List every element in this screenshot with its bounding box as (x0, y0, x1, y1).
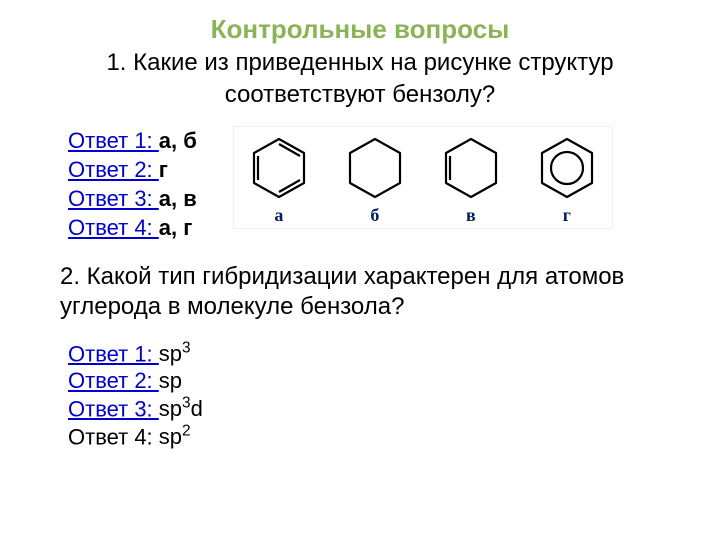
answer-value: а, в (159, 186, 197, 211)
answer-link: Ответ 4: (68, 424, 159, 449)
answer-value: sp2 (159, 424, 191, 449)
structure-label: б (370, 205, 379, 226)
structures-figure: а б в г (233, 126, 613, 229)
answer-link[interactable]: Ответ 3: (68, 396, 159, 421)
answer-link[interactable]: Ответ 3: (68, 186, 159, 211)
q2-answer-option[interactable]: Ответ 2: sp (68, 368, 670, 395)
answer-link[interactable]: Ответ 2: (68, 157, 159, 182)
answer-value: sp (159, 368, 182, 393)
answer-link[interactable]: Ответ 2: (68, 368, 159, 393)
question-2-text: 2. Какой тип гибридизации характерен для… (50, 262, 670, 322)
structure-g-icon (532, 133, 602, 203)
q2-answer-option: Ответ 4: sp2 (68, 423, 670, 451)
answer-value: sp3 (159, 341, 191, 366)
q2-answers: Ответ 1: sp3Ответ 2: spОтвет 3: sp3dОтве… (50, 340, 670, 451)
answer-value: а, г (159, 215, 193, 240)
question-1-text: 1. Какие из приведенных на рисунке струк… (50, 47, 670, 112)
q1-answer-option[interactable]: Ответ 4: а, г (68, 213, 197, 242)
structure-label: в (466, 205, 476, 226)
q1-answer-option[interactable]: Ответ 3: а, в (68, 184, 197, 213)
answer-value: г (159, 157, 168, 182)
q1-answer-option[interactable]: Ответ 2: г (68, 155, 197, 184)
answer-value: а, б (159, 128, 197, 153)
structure-b-icon (340, 133, 410, 203)
structure-label: а (274, 205, 283, 226)
q1-answer-option[interactable]: Ответ 1: а, б (68, 126, 197, 155)
q2-answer-option[interactable]: Ответ 3: sp3d (68, 395, 670, 423)
structure-v: в (436, 133, 506, 226)
structure-b: б (340, 133, 410, 226)
answer-value: sp3d (159, 396, 203, 421)
structure-v-icon (436, 133, 506, 203)
answer-link[interactable]: Ответ 4: (68, 215, 159, 240)
structure-a: а (244, 133, 314, 226)
answer-link[interactable]: Ответ 1: (68, 128, 159, 153)
q1-answers: Ответ 1: а, бОтвет 2: гОтвет 3: а, вОтве… (68, 126, 197, 242)
page-title: Контрольные вопросы (50, 14, 670, 45)
structure-label: г (563, 205, 571, 226)
q2-answer-option[interactable]: Ответ 1: sp3 (68, 340, 670, 368)
structure-a-icon (244, 133, 314, 203)
answer-link[interactable]: Ответ 1: (68, 341, 159, 366)
structure-g: г (532, 133, 602, 226)
